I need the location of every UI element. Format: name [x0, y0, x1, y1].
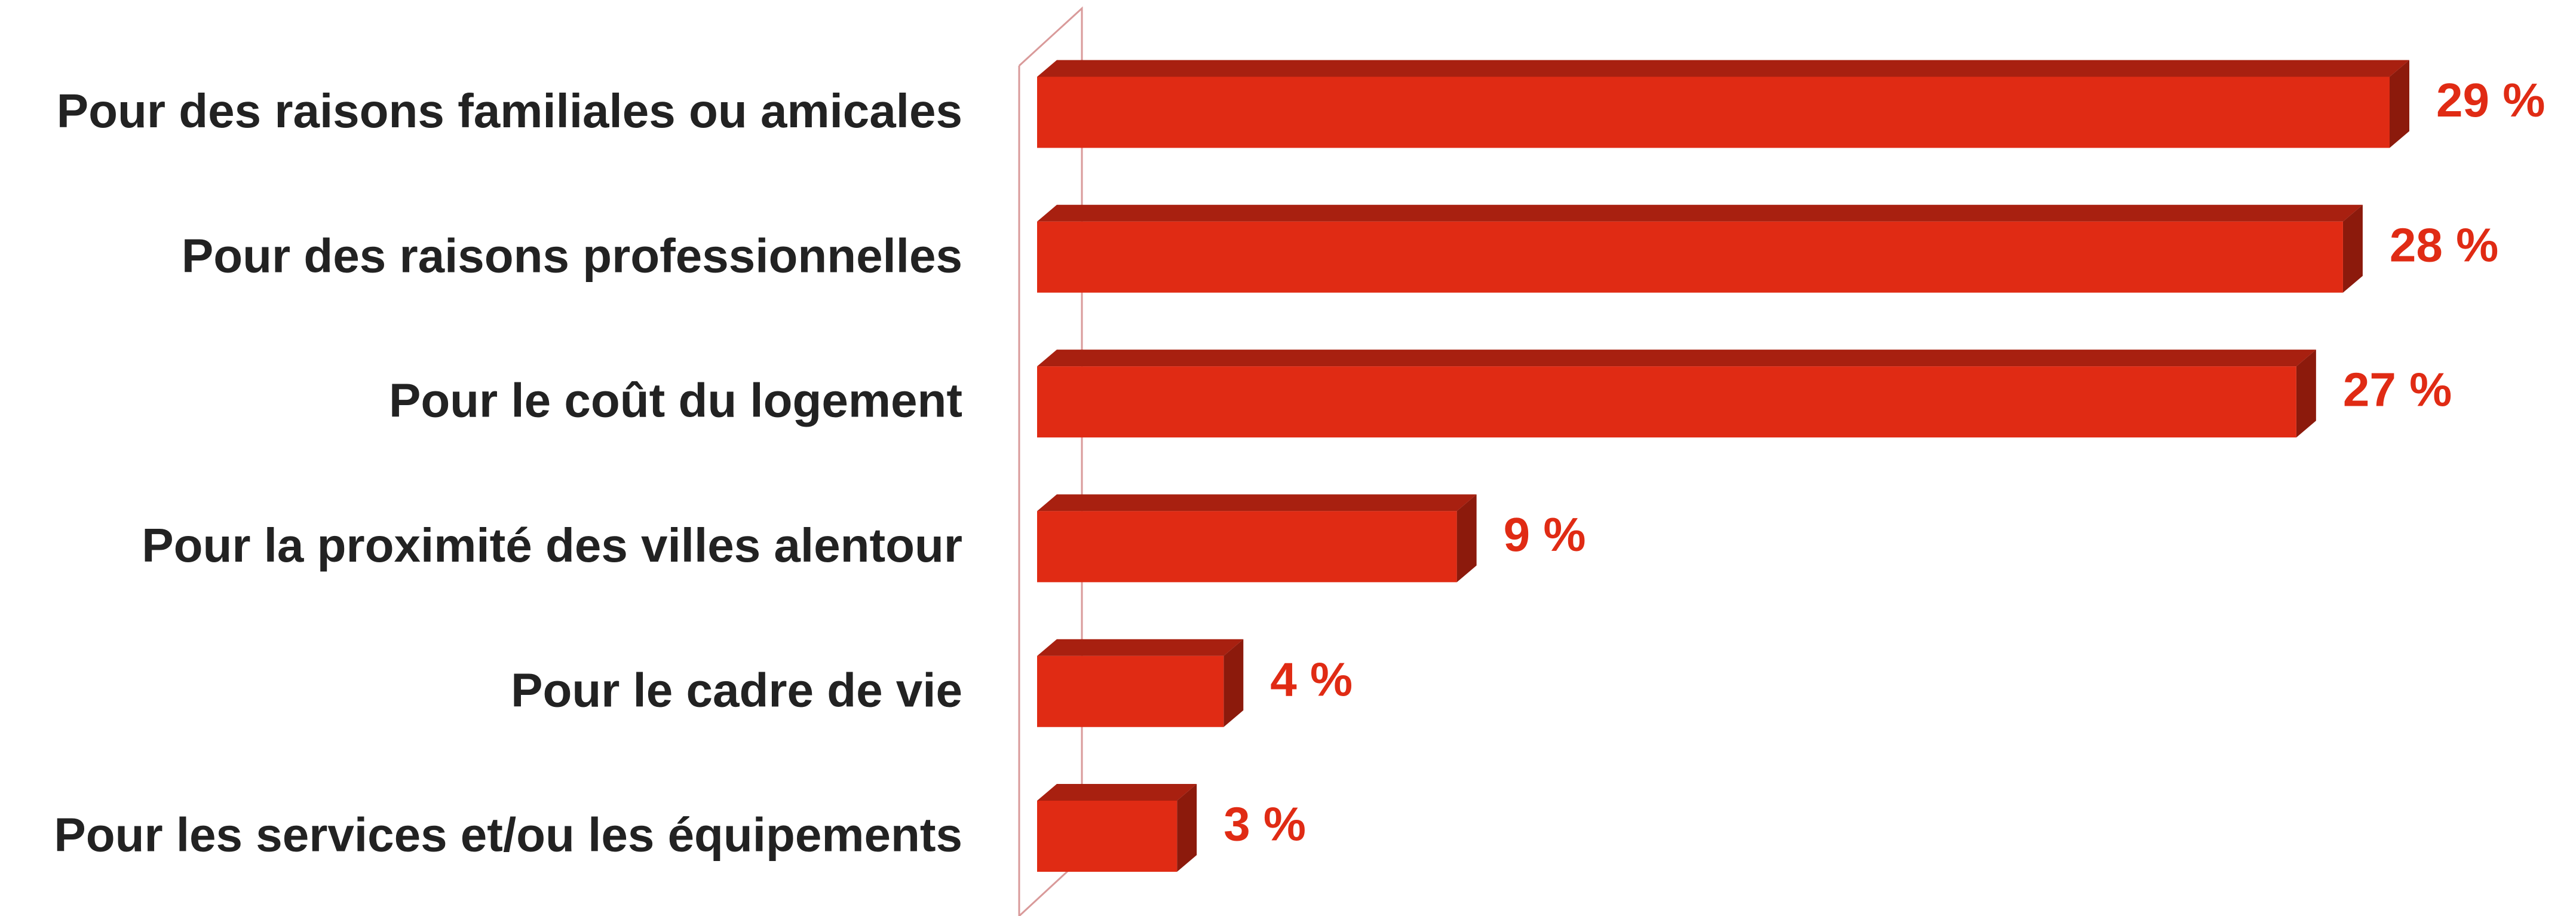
value-label: 4 % [1270, 652, 1353, 706]
value-label: 28 % [2390, 218, 2498, 271]
bar-front [1037, 511, 1457, 583]
bar-side [2296, 350, 2316, 438]
bar-front [1037, 655, 1224, 727]
bar-front [1037, 221, 2343, 293]
bar-side [2390, 60, 2409, 148]
bar-top [1037, 784, 1197, 801]
category-label: Pour des raisons professionnelles [182, 229, 962, 282]
bar [1037, 639, 1244, 727]
bar [1037, 784, 1197, 872]
category-label: Pour la proximité des villes alentour [142, 519, 962, 572]
category-label: Pour le cadre de vie [511, 663, 962, 716]
bar-front [1037, 76, 2390, 148]
bar-front [1037, 366, 2296, 438]
bar [1037, 204, 2363, 293]
bar [1037, 60, 2409, 148]
value-label: 29 % [2436, 73, 2545, 127]
bar-front [1037, 801, 1177, 872]
bar-side [1456, 494, 1477, 583]
bar-top [1037, 350, 2316, 367]
bar-side [1223, 639, 1244, 727]
category-label: Pour le coût du logement [389, 374, 962, 427]
bar [1037, 350, 2316, 438]
value-label: 3 % [1223, 798, 1306, 851]
bar-top [1037, 60, 2409, 77]
category-label: Pour des raisons familiales ou amicales [57, 84, 962, 137]
bar-side [2342, 204, 2363, 293]
bar [1037, 494, 1477, 583]
value-label: 27 % [2343, 363, 2452, 416]
bar-top [1037, 494, 1477, 511]
category-label: Pour les services et/ou les équipements [54, 808, 962, 862]
bar-top [1037, 639, 1244, 656]
bar-top [1037, 204, 2363, 222]
bar-side [1177, 784, 1197, 872]
value-label: 9 % [1504, 508, 1586, 561]
